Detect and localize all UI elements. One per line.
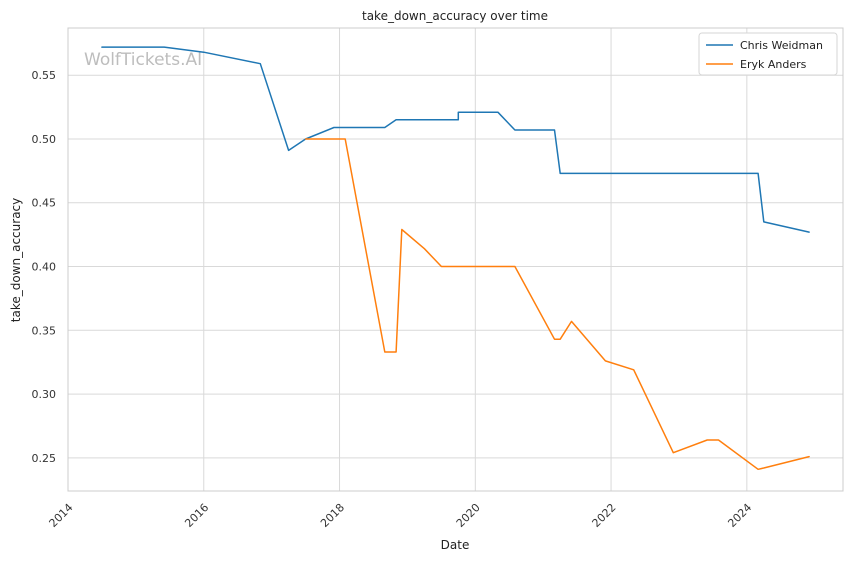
y-tick-label: 0.35 <box>32 324 57 337</box>
y-tick-label: 0.50 <box>32 133 57 146</box>
x-axis-title: Date <box>441 538 470 552</box>
y-tick-label: 0.45 <box>32 197 57 210</box>
y-tick-label: 0.25 <box>32 452 57 465</box>
series-layer <box>101 46 810 471</box>
y-tick-label: 0.40 <box>32 261 57 274</box>
y-axis-title: take_down_accuracy <box>9 198 23 322</box>
legend: Chris Weidman Eryk Anders <box>698 32 838 76</box>
series-line-eryk-anders <box>304 138 810 471</box>
series-line-chris-weidman <box>101 46 810 233</box>
plot-frame <box>67 27 844 492</box>
legend-box <box>698 32 838 76</box>
legend-label-chris-weidman: Chris Weidman <box>740 39 823 52</box>
y-tick-label: 0.55 <box>32 69 57 82</box>
chart-title: take_down_accuracy over time <box>362 9 548 23</box>
watermark: WolfTickets.AI <box>84 50 202 70</box>
legend-label-eryk-anders: Eryk Anders <box>740 58 807 71</box>
y-tick-label: 0.30 <box>32 388 57 401</box>
y-tick-labels: 0.25 0.30 0.35 0.40 0.45 0.50 0.55 <box>32 69 57 465</box>
